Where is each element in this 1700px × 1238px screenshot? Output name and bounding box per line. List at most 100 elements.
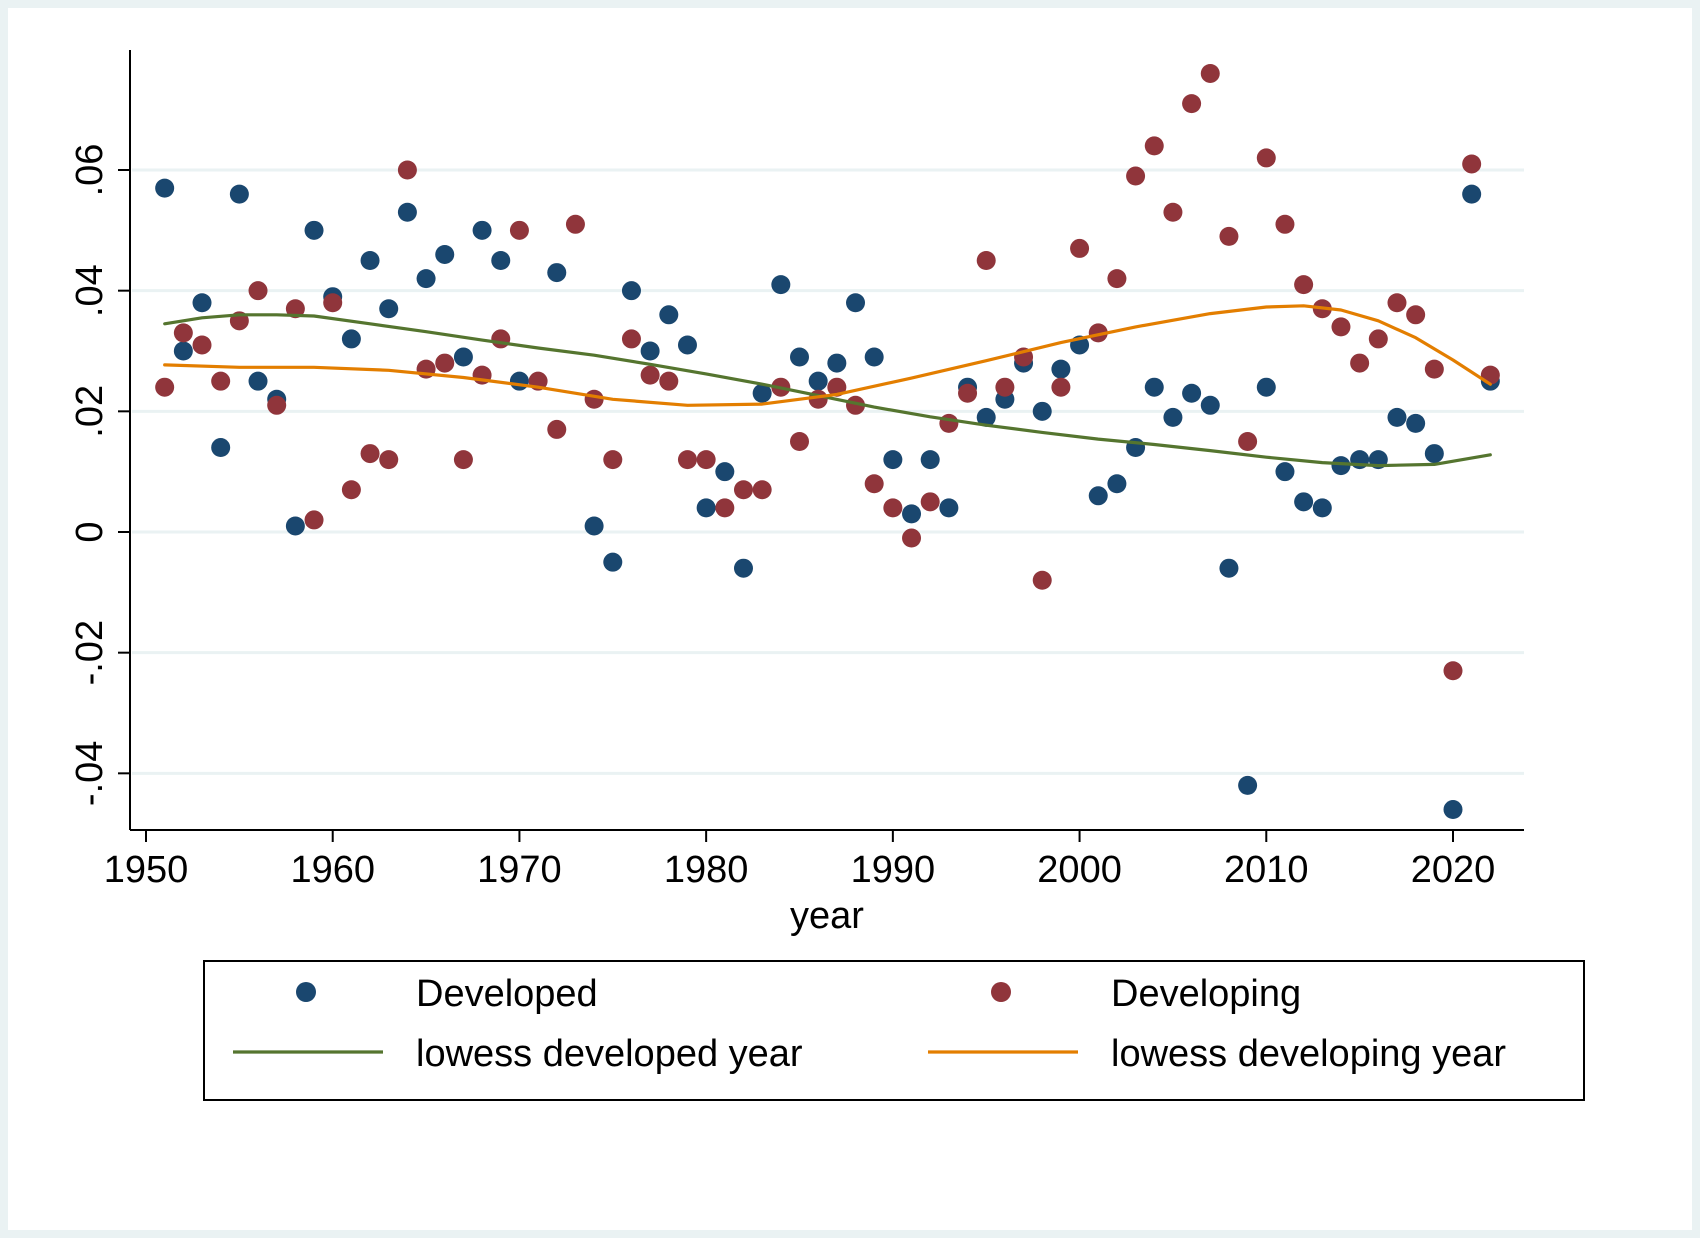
legend-developed-marker — [296, 982, 316, 1002]
developed-point — [1144, 377, 1164, 397]
developed-point — [1163, 407, 1183, 427]
developing-point — [1368, 329, 1388, 349]
x-tick-label: 2000 — [1037, 849, 1122, 891]
developed-point — [976, 407, 996, 427]
developed-point — [416, 269, 436, 289]
x-tick-label: 1960 — [290, 849, 375, 891]
legend-developed-label: Developed — [416, 973, 598, 1015]
developed-point — [1032, 401, 1052, 421]
developed-point — [752, 383, 772, 403]
developing-point — [864, 474, 884, 494]
gridlines — [132, 168, 1524, 775]
chart-frame: -.04 -.02 0 .02 .04 .06 1950 1960 1970 1980 1990 2… — [8, 8, 1692, 1230]
developing-point — [677, 450, 697, 470]
developed-point — [173, 341, 193, 361]
developed-point — [808, 371, 828, 391]
developed-point — [285, 516, 305, 536]
x-axis-title: year — [790, 895, 864, 937]
y-tick-label: -.04 — [69, 741, 111, 806]
developed-point — [864, 347, 884, 367]
y-tick-label: .06 — [69, 144, 111, 197]
developing-point — [547, 419, 567, 439]
developing-point — [509, 220, 529, 240]
x-tick-label: 2010 — [1224, 849, 1309, 891]
developed-point — [1238, 775, 1258, 795]
developed-point — [1051, 359, 1071, 379]
developing-point — [640, 365, 660, 385]
developing-point — [958, 383, 978, 403]
developing-point — [1144, 136, 1164, 156]
developed-point — [304, 220, 324, 240]
developed-point — [715, 462, 735, 482]
developed-point — [1443, 800, 1463, 820]
developing-point — [397, 160, 417, 180]
developed-point — [1088, 486, 1108, 506]
developing-point — [1126, 166, 1146, 186]
developed-point — [640, 341, 660, 361]
developing-point — [1462, 154, 1482, 174]
developed-point — [790, 347, 809, 367]
developed-point — [1331, 456, 1351, 476]
developed-point — [1256, 377, 1276, 397]
y-tick-label: 0 — [69, 521, 111, 542]
developing-point — [379, 450, 399, 470]
developing-point — [1088, 323, 1108, 343]
developed-point — [1294, 492, 1314, 512]
developed-point — [584, 516, 604, 536]
developing-point — [790, 432, 809, 451]
x-tick-label: 1990 — [851, 849, 936, 891]
developed-point — [379, 299, 399, 319]
developing-point — [939, 413, 959, 433]
developing-point — [1256, 148, 1276, 168]
legend-lowess-developed-label: lowess developed year — [416, 1033, 803, 1075]
developed-point — [155, 178, 175, 198]
developed-point — [883, 450, 903, 470]
developing-point — [1051, 377, 1071, 397]
developing-point — [341, 480, 361, 500]
developing-point — [360, 444, 380, 464]
developing-point — [1443, 661, 1463, 681]
x-ticks: 1950 1960 1970 1980 1990 2000 2010 2020 — [104, 830, 1495, 891]
developed-point — [677, 335, 697, 355]
developing-point — [1200, 63, 1220, 83]
y-tick-label: .04 — [69, 264, 111, 317]
developing-point — [733, 480, 753, 500]
developed-point — [827, 353, 847, 373]
developed-point — [341, 329, 361, 349]
developing-point — [1182, 94, 1202, 114]
developed-point — [1387, 407, 1407, 427]
developing-point — [1424, 359, 1444, 379]
lowess-developing-line — [163, 304, 1492, 407]
developed-point — [248, 371, 268, 391]
axes — [129, 50, 1524, 831]
developing-point — [1275, 214, 1295, 234]
developed-point — [1275, 462, 1295, 482]
developed-point — [1182, 383, 1202, 403]
scatter-chart: -.04 -.02 0 .02 .04 .06 1950 1960 1970 1980 1990 2… — [69, 50, 1585, 1101]
developed-point — [1219, 558, 1239, 578]
legend-developing-marker — [991, 982, 1011, 1002]
developed-point — [603, 552, 623, 572]
developing-point — [323, 293, 343, 313]
developing-point — [902, 528, 922, 548]
developed-point — [920, 450, 940, 470]
developed-point — [1312, 498, 1332, 518]
developed-point — [696, 498, 716, 518]
developing-point — [1163, 202, 1183, 222]
legend-box — [203, 960, 1585, 1101]
developing-point — [1294, 275, 1314, 295]
developed-point — [733, 558, 753, 578]
y-tick-label: .02 — [69, 385, 111, 438]
developed-point — [491, 251, 511, 270]
developed-point — [435, 244, 455, 264]
developed-point — [1462, 184, 1482, 204]
data-points — [155, 63, 1500, 820]
developing-point — [976, 251, 996, 270]
x-tick-label: 1980 — [664, 849, 749, 891]
lowess-developed-line — [163, 313, 1492, 468]
developed-point — [939, 498, 959, 518]
developing-point — [752, 480, 772, 500]
legend-items: Developed Developing lowess developed year… — [233, 973, 1506, 1075]
developing-point — [435, 353, 455, 373]
developing-point — [304, 510, 324, 530]
